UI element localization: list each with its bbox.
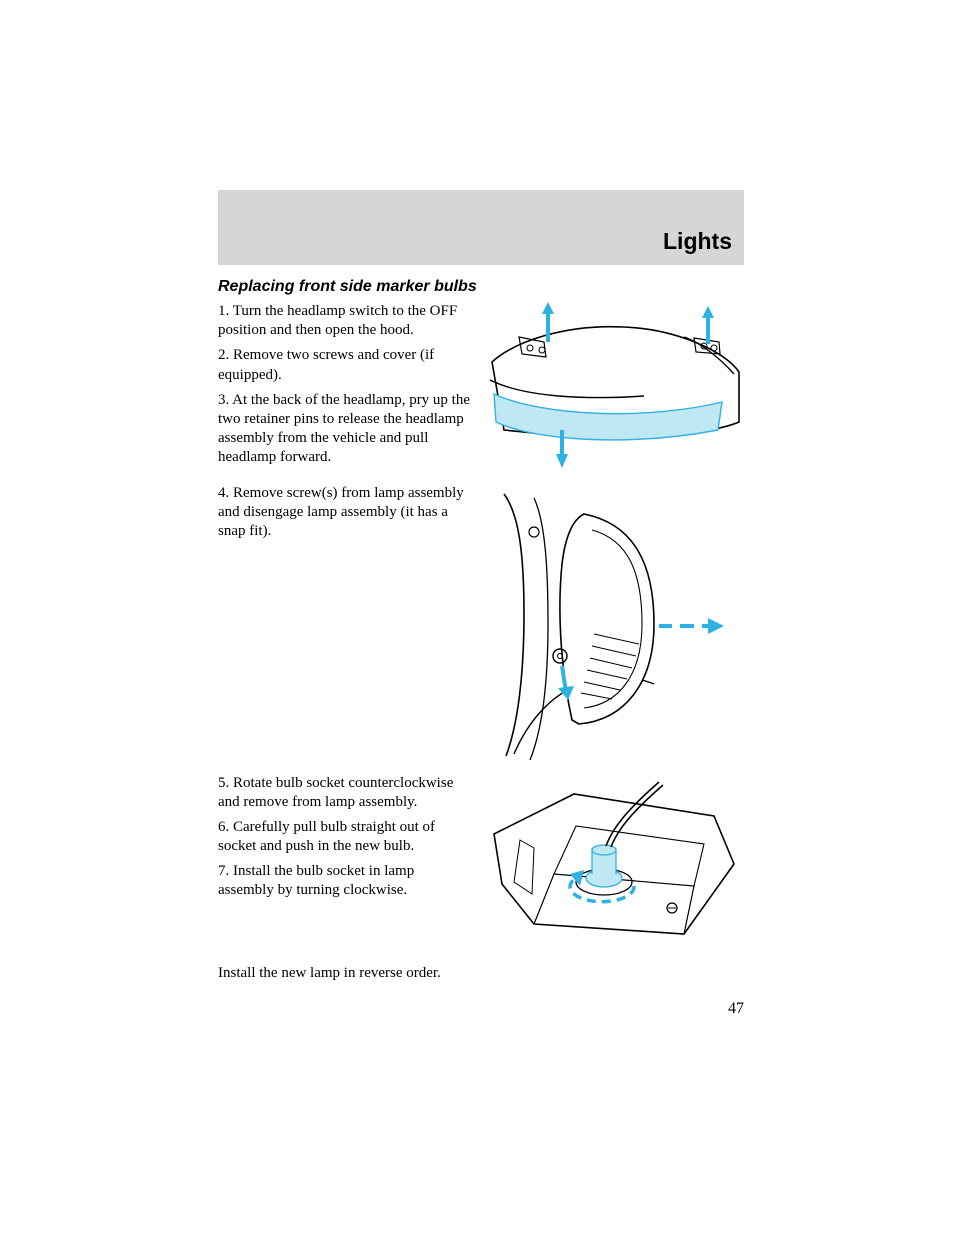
figure-3 xyxy=(484,774,744,954)
page-number: 47 xyxy=(728,1000,744,1018)
figure-1 xyxy=(484,302,744,472)
row-steps-5-7: 5. Rotate bulb socket counterclockwise a… xyxy=(218,774,744,954)
page-content: Replacing front side marker bulbs 1. Tur… xyxy=(218,278,744,983)
section-title: Lights xyxy=(663,228,732,255)
text-block-3: 5. Rotate bulb socket counterclockwise a… xyxy=(218,774,470,907)
text-block-2: 4. Remove screw(s) from lamp assembly an… xyxy=(218,484,470,548)
row-steps-1-3: 1. Turn the headlamp switch to the OFF p… xyxy=(218,302,744,474)
step-5: 5. Rotate bulb socket counterclockwise a… xyxy=(218,774,470,812)
step-6: 6. Carefully pull bulb straight out of s… xyxy=(218,818,470,856)
row-step-4: 4. Remove screw(s) from lamp assembly an… xyxy=(218,484,744,764)
step-4: 4. Remove screw(s) from lamp assembly an… xyxy=(218,484,470,542)
step-3: 3. At the back of the headlamp, pry up t… xyxy=(218,391,470,468)
text-block-1: 1. Turn the headlamp switch to the OFF p… xyxy=(218,302,470,474)
subsection-heading: Replacing front side marker bulbs xyxy=(218,278,744,296)
step-2: 2. Remove two screws and cover (if equip… xyxy=(218,346,470,384)
step-1: 1. Turn the headlamp switch to the OFF p… xyxy=(218,302,470,340)
header-band: Lights xyxy=(218,190,744,265)
step-7: 7. Install the bulb socket in lamp assem… xyxy=(218,862,470,900)
figure-2 xyxy=(484,484,734,764)
final-instruction: Install the new lamp in reverse order. xyxy=(218,964,744,983)
